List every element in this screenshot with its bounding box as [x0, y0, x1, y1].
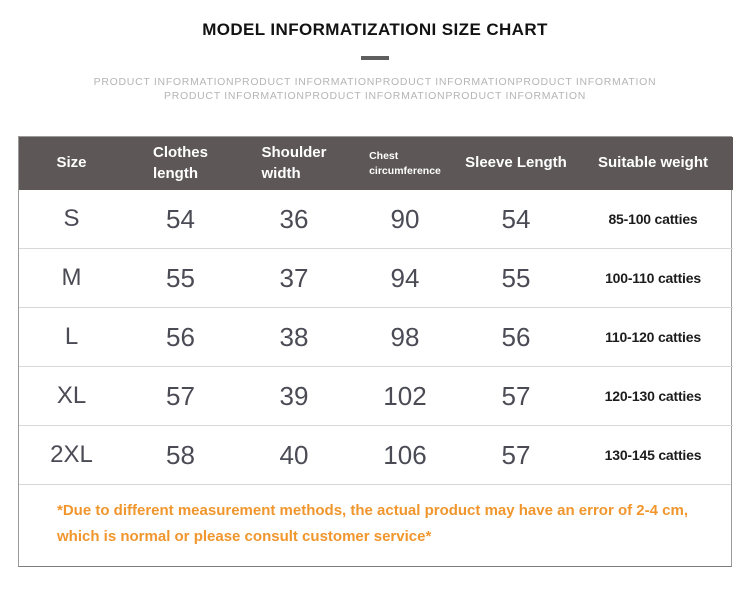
column-header-label: Sleeve Length [465, 154, 567, 172]
clothes-length-value: 58 [124, 425, 237, 484]
sleeve-length-value: 57 [459, 366, 573, 426]
size-table-header: Size Clothes length Shoulder width Chest… [19, 137, 733, 190]
title-divider [361, 56, 389, 60]
clothes-length-value: 56 [124, 307, 237, 367]
suitable-weight-value: 100-110 catties [573, 248, 733, 308]
watermark-line-2: PRODUCT INFORMATIONPRODUCT INFORMATIONPR… [164, 90, 586, 102]
sleeve-length-value: 55 [459, 248, 573, 308]
clothes-length-value: 54 [166, 203, 195, 234]
chest-circumference-value: 102 [351, 366, 459, 426]
size-value: L [19, 307, 124, 367]
size-table-body: S 54 36 90 54 85-100 catties M 55 37 94 … [19, 190, 733, 484]
shoulder-width-value: 37 [237, 248, 351, 308]
suitable-weight-value: 120-130 catties [573, 366, 733, 426]
shoulder-width-value: 38 [237, 307, 351, 367]
size-value: S [63, 205, 80, 232]
column-header-shoulder-width: Shoulder width [237, 137, 351, 190]
column-header-chest-circumference: Chest circumference [351, 137, 459, 190]
shoulder-width-value: 40 [237, 425, 351, 484]
column-header-label: Clothes length [152, 144, 208, 182]
sleeve-length-value: 54 [501, 203, 531, 234]
table-row-m: M 55 37 94 55 100-110 catties [19, 248, 733, 308]
chest-circumference-value: 98 [351, 307, 459, 367]
column-header-sleeve-length: Sleeve Length [459, 137, 573, 190]
column-header-label: Chest circumference [369, 150, 441, 177]
page-title: MODEL INFORMATIZATIONI SIZE CHART [202, 20, 548, 39]
table-row-s: S 54 36 90 54 85-100 catties [19, 190, 733, 249]
measurement-error-note: *Due to different measurement methods, t… [19, 484, 731, 566]
column-header-clothes-length: Clothes length [124, 137, 237, 190]
column-header-label: Size [56, 154, 87, 172]
chest-circumference-value: 94 [351, 248, 459, 308]
chest-circumference-value: 90 [390, 203, 420, 234]
column-header-size: Size [19, 137, 124, 190]
size-table-container: Size Clothes length Shoulder width Chest… [18, 136, 733, 567]
size-table: Size Clothes length Shoulder width Chest… [19, 137, 733, 484]
table-row-xl: XL 57 39 102 57 120-130 catties [19, 366, 733, 426]
shoulder-width-value: 39 [237, 366, 351, 426]
column-header-label: Suitable weight [597, 154, 708, 172]
size-value: 2XL [19, 425, 124, 484]
suitable-weight-value: 130-145 catties [573, 425, 733, 484]
column-header-label: Shoulder width [261, 144, 327, 182]
sleeve-length-value: 57 [459, 425, 573, 484]
table-row-2xl: 2XL 58 40 106 57 130-145 catties [19, 425, 733, 484]
size-value: M [19, 248, 124, 308]
shoulder-width-value: 36 [279, 203, 309, 234]
size-value: XL [19, 366, 124, 426]
watermark-line-1: PRODUCT INFORMATIONPRODUCT INFORMATIONPR… [93, 76, 657, 88]
clothes-length-value: 57 [124, 366, 237, 426]
chest-circumference-value: 106 [351, 425, 459, 484]
sleeve-length-value: 56 [459, 307, 573, 367]
header-row: Size Clothes length Shoulder width Chest… [19, 137, 733, 190]
table-row-l: L 56 38 98 56 110-120 catties [19, 307, 733, 367]
suitable-weight-value: 110-120 catties [573, 307, 733, 367]
clothes-length-value: 55 [124, 248, 237, 308]
column-header-suitable-weight: Suitable weight [573, 137, 733, 190]
suitable-weight-value: 85-100 catties [608, 211, 698, 227]
